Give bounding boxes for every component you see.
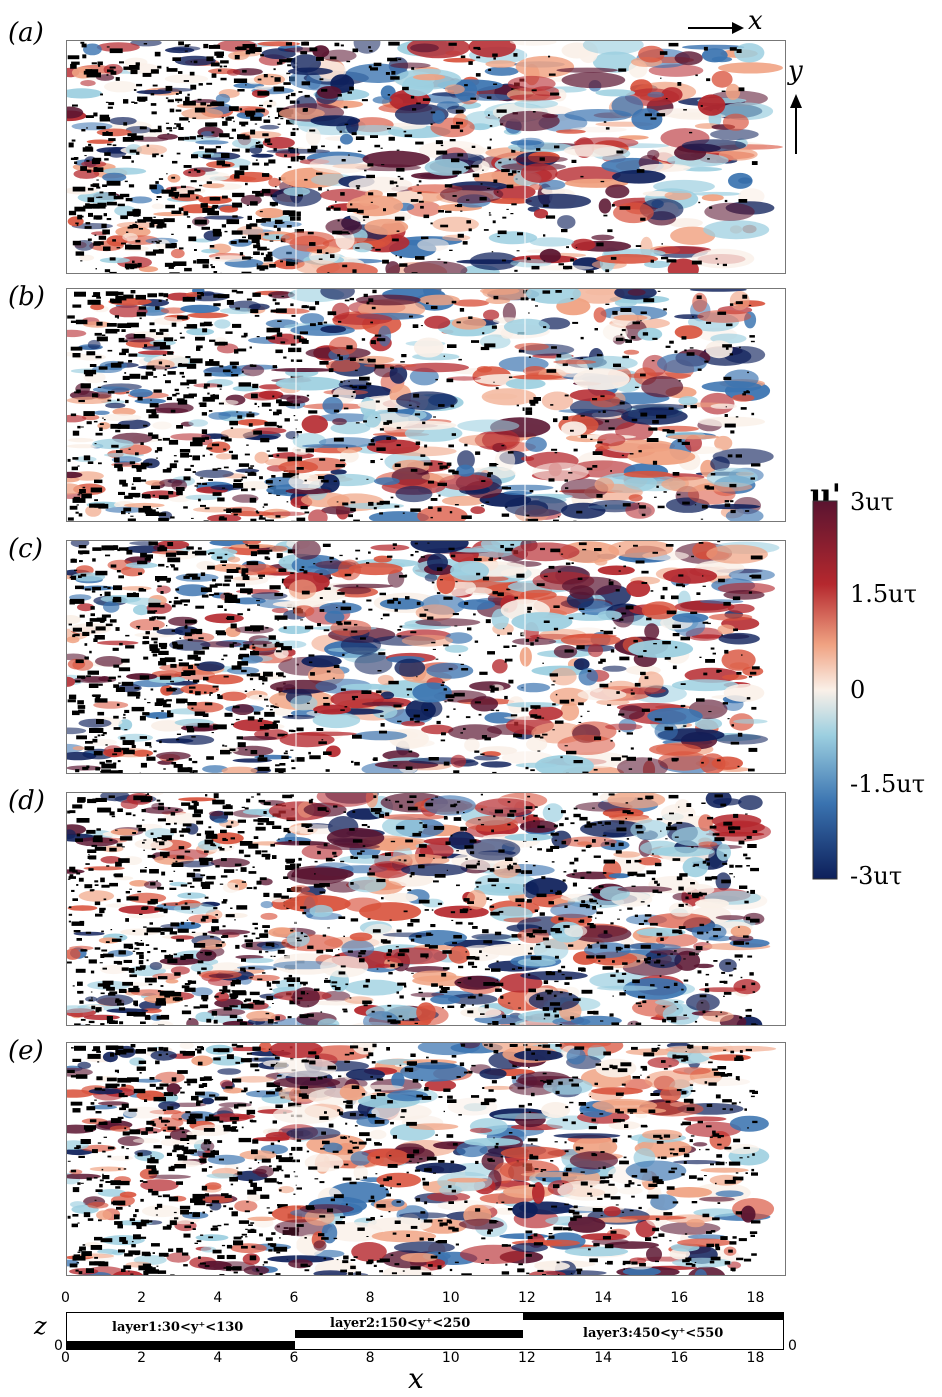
panel-e-field [66,1042,786,1276]
z-axis-label: z [34,1312,47,1340]
panel-d-field [66,792,786,1026]
x-direction-arrow [688,22,744,34]
x-tick-label: 14 [594,1290,613,1306]
y-direction-arrow [790,94,802,154]
colorbar-tick-zero: 0 [850,676,866,704]
panel-a-label: (a) [8,18,44,48]
x-tick-label: 18 [746,1350,765,1366]
colorbar-tick-max: 3uτ [850,488,895,516]
x-tick-label: 10 [441,1350,460,1366]
panel-e-label: (e) [8,1036,44,1066]
panel-c-label: (c) [8,534,43,564]
x-tick-label: 6 [289,1350,299,1366]
panel-d-label: (d) [8,786,45,816]
panel-c-svg [67,541,780,773]
colorbar-tick-min: -3uτ [850,862,903,890]
layer3-label: layer3:450<y⁺<550 [583,1326,724,1341]
colorbar [812,500,838,880]
x-tick-label: 18 [746,1290,765,1306]
x-tick-label: 8 [365,1350,375,1366]
x-tick-label: 0 [61,1290,70,1306]
colorbar-tick-high: 1.5uτ [850,580,917,608]
x-tick-label: 14 [594,1350,613,1366]
x-tick-label: 10 [441,1290,460,1306]
z-zero-right: 0 [788,1338,797,1354]
layer2-label: layer2:150<y⁺<250 [330,1316,471,1331]
panel-b-field [66,288,786,522]
layer2-bar [295,1330,523,1338]
x-direction-label: x [748,6,763,36]
x-tick-label: 16 [670,1290,689,1306]
x-tick-label: 0 [61,1350,70,1366]
y-direction-label: y [788,56,803,86]
layer1-bar [66,1341,295,1349]
layer3-bar [523,1312,783,1320]
x-tick-label: 6 [289,1290,299,1306]
x-tick-label: 12 [518,1350,536,1366]
x-tick-label: 12 [518,1290,536,1306]
x-tick-label: 4 [213,1350,223,1366]
z-zero-left: 0 [54,1338,63,1354]
x-axis-label: x [408,1362,424,1395]
x-tick-label: 2 [137,1350,147,1366]
x-tick-label: 2 [137,1290,147,1306]
panel-c-field [66,540,786,774]
panel-b-label: (b) [8,282,45,312]
x-tick-label: 16 [670,1350,689,1366]
layer1-label: layer1:30<y⁺<130 [112,1320,244,1335]
colorbar-tick-low: -1.5uτ [850,770,926,798]
panel-d-svg [67,793,772,1025]
x-tick-label: 8 [365,1290,375,1306]
panel-a-svg [67,41,783,273]
x-tick-label: 4 [213,1290,223,1306]
layer-schematic [66,1312,784,1350]
panel-b-svg [67,289,774,521]
panel-a-field [66,40,786,274]
panel-e-svg [67,1043,777,1275]
